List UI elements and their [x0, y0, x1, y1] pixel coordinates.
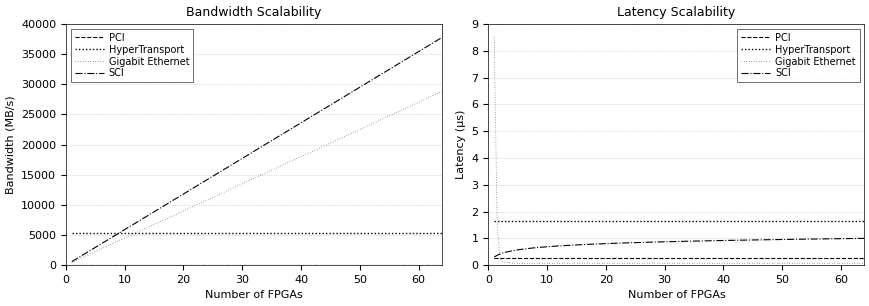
PCI — [792, 257, 802, 260]
PCI — [708, 257, 719, 260]
SCI — [428, 41, 438, 45]
PCI — [688, 257, 699, 260]
HyperTransport — [242, 231, 253, 234]
Line: SCI: SCI — [72, 37, 441, 262]
SCI — [667, 240, 677, 243]
SCI — [242, 153, 253, 157]
HyperTransport — [287, 231, 297, 234]
Gigabit Ethernet — [428, 94, 438, 97]
PCI — [369, 263, 380, 267]
SCI — [849, 237, 859, 240]
Gigabit Ethernet — [244, 178, 255, 182]
Line: Gigabit Ethernet: Gigabit Ethernet — [494, 37, 864, 263]
Gigabit Ethernet — [600, 261, 610, 265]
PCI — [428, 263, 438, 267]
Gigabit Ethernet — [541, 261, 552, 265]
SCI — [708, 239, 719, 242]
PCI — [242, 263, 253, 267]
Gigabit Ethernet — [494, 257, 505, 260]
SCI — [244, 152, 255, 156]
PCI — [859, 257, 869, 260]
SCI — [792, 237, 802, 241]
HyperTransport — [688, 219, 699, 223]
HyperTransport — [488, 219, 499, 223]
Legend: PCI, HyperTransport, Gigabit Ethernet, SCI: PCI, HyperTransport, Gigabit Ethernet, S… — [70, 29, 193, 82]
Gigabit Ethernet — [497, 260, 507, 264]
Gigabit Ethernet — [501, 261, 511, 264]
HyperTransport — [67, 231, 77, 234]
Gigabit Ethernet — [659, 261, 669, 265]
PCI — [287, 263, 297, 267]
HyperTransport — [849, 219, 859, 223]
SCI — [688, 239, 699, 243]
Gigabit Ethernet — [518, 261, 528, 265]
Gigabit Ethernet — [287, 159, 297, 162]
HyperTransport — [428, 231, 438, 234]
Gigabit Ethernet — [242, 179, 253, 183]
HyperTransport — [244, 231, 255, 234]
HyperTransport — [664, 219, 674, 223]
HyperTransport — [667, 219, 677, 223]
SCI — [664, 240, 674, 244]
Line: SCI: SCI — [494, 238, 864, 257]
Gigabit Ethernet — [512, 261, 522, 265]
Gigabit Ethernet — [859, 261, 869, 265]
Title: Latency Scalability: Latency Scalability — [617, 6, 734, 19]
PCI — [436, 263, 447, 267]
SCI — [436, 35, 447, 39]
Legend: PCI, HyperTransport, Gigabit Ethernet, SCI: PCI, HyperTransport, Gigabit Ethernet, S… — [736, 29, 859, 82]
Y-axis label: Latency (μs): Latency (μs) — [455, 110, 466, 179]
Gigabit Ethernet — [776, 261, 786, 265]
Gigabit Ethernet — [369, 121, 380, 124]
HyperTransport — [859, 219, 869, 223]
HyperTransport — [267, 231, 277, 234]
PCI — [67, 263, 77, 267]
Gigabit Ethernet — [571, 261, 581, 265]
Line: Gigabit Ethernet: Gigabit Ethernet — [72, 91, 441, 263]
HyperTransport — [792, 219, 802, 223]
SCI — [488, 255, 499, 259]
Gigabit Ethernet — [506, 261, 516, 265]
SCI — [67, 260, 77, 263]
X-axis label: Number of FPGAs: Number of FPGAs — [627, 290, 725, 300]
Gigabit Ethernet — [491, 223, 501, 227]
PCI — [849, 257, 859, 260]
PCI — [667, 257, 677, 260]
SCI — [267, 138, 277, 142]
Gigabit Ethernet — [67, 261, 77, 264]
Title: Bandwidth Scalability: Bandwidth Scalability — [186, 6, 322, 19]
Y-axis label: Bandwidth (MB/s): Bandwidth (MB/s) — [5, 95, 16, 194]
PCI — [244, 263, 255, 267]
HyperTransport — [369, 231, 380, 234]
HyperTransport — [708, 219, 719, 223]
Gigabit Ethernet — [718, 261, 728, 265]
PCI — [664, 257, 674, 260]
Gigabit Ethernet — [488, 35, 499, 39]
Gigabit Ethernet — [529, 261, 540, 265]
SCI — [369, 76, 380, 80]
X-axis label: Number of FPGAs: Number of FPGAs — [205, 290, 302, 300]
PCI — [267, 263, 277, 267]
Gigabit Ethernet — [436, 90, 447, 93]
SCI — [859, 237, 869, 240]
PCI — [488, 257, 499, 260]
SCI — [287, 126, 297, 130]
Gigabit Ethernet — [267, 168, 277, 172]
HyperTransport — [436, 231, 447, 234]
